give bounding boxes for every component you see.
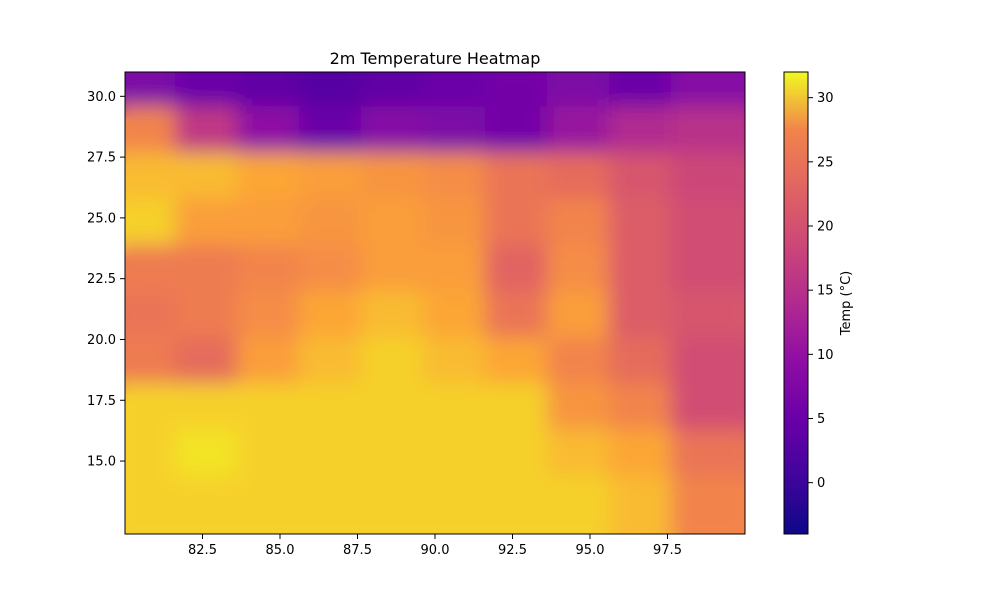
chart-title: 2m Temperature Heatmap bbox=[330, 49, 541, 68]
y-tick-label: 27.5 bbox=[87, 151, 116, 166]
colorbar-tick-label: 0 bbox=[817, 476, 825, 491]
colorbar-tick-label: 30 bbox=[817, 91, 834, 106]
heatmap-cell-smooth bbox=[671, 475, 745, 534]
x-axis: 82.5 85.0 87.5 90.0 92.5 95.0 97.5 bbox=[188, 534, 682, 558]
y-tick-label: 17.5 bbox=[87, 394, 116, 409]
y-tick-label: 20.0 bbox=[87, 333, 116, 348]
x-tick-label: 97.5 bbox=[653, 543, 682, 558]
colorbar-tick-label: 5 bbox=[817, 412, 825, 427]
colorbar bbox=[783, 71, 809, 535]
x-tick-label: 92.5 bbox=[498, 543, 527, 558]
colorbar-tick-label: 25 bbox=[817, 155, 834, 170]
colorbar-label: Temp (°C) bbox=[839, 271, 854, 337]
x-tick-label: 95.0 bbox=[576, 543, 605, 558]
y-tick-label: 25.0 bbox=[87, 211, 116, 226]
y-tick-label: 15.0 bbox=[87, 455, 116, 470]
heatmap-smooth bbox=[125, 72, 745, 534]
y-tick-label: 30.0 bbox=[87, 90, 116, 105]
colorbar-tick-label: 15 bbox=[817, 284, 834, 299]
x-tick-label: 82.5 bbox=[188, 543, 217, 558]
y-tick-label: 22.5 bbox=[87, 272, 116, 287]
colorbar-tick-label: 20 bbox=[817, 220, 834, 235]
x-tick-label: 90.0 bbox=[421, 543, 450, 558]
colorbar-axis: 0 5 10 15 20 25 30 bbox=[808, 91, 834, 491]
heatmap-cells bbox=[125, 72, 745, 534]
y-axis: 15.0 17.5 20.0 22.5 25.0 27.5 30.0 bbox=[87, 90, 125, 470]
colorbar-tick-label: 10 bbox=[817, 348, 834, 363]
x-tick-label: 87.5 bbox=[343, 543, 372, 558]
x-tick-label: 85.0 bbox=[266, 543, 295, 558]
